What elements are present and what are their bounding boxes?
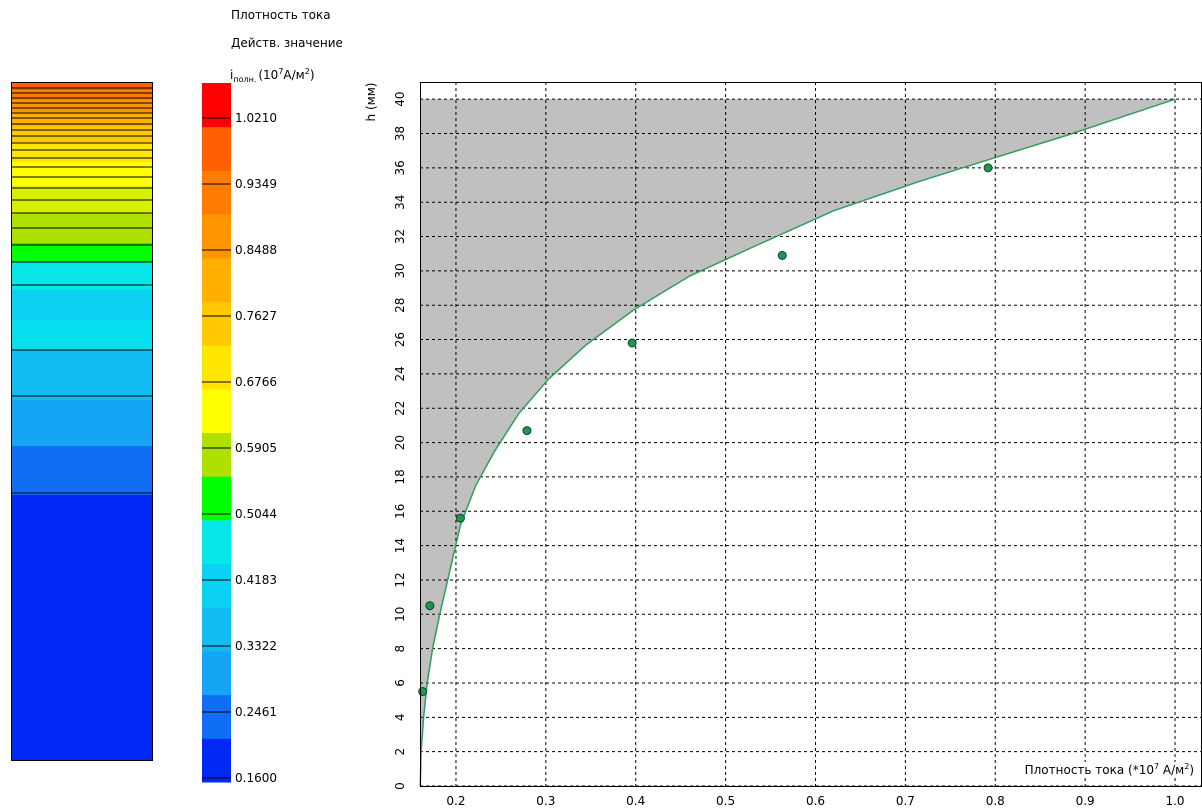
y-tick-label: 16	[393, 504, 407, 519]
data-point	[983, 163, 993, 173]
legend-title: Плотность тока	[231, 8, 331, 22]
y-axis-label: h (мм)	[364, 82, 378, 122]
y-tick-label: 4	[393, 713, 407, 721]
series-line	[419, 98, 1176, 787]
legend-color-band	[202, 257, 231, 302]
y-tick-label: 24	[393, 366, 407, 381]
x-tick-label: 0.9	[1076, 794, 1095, 808]
x-tick-label: 0.6	[806, 794, 825, 808]
y-tick-label: 26	[393, 332, 407, 347]
contour-band	[12, 350, 152, 400]
legend-color-band	[202, 738, 231, 783]
data-point	[455, 513, 465, 523]
legend-color-band	[202, 476, 231, 521]
legend-color-band	[202, 650, 231, 696]
contour-band	[12, 90, 152, 100]
legend-color-band	[202, 126, 231, 171]
legend-unit-label: iполн. (107A/м2)	[230, 67, 315, 84]
contour-bands	[12, 82, 152, 760]
legend-tick-label: 0.9349	[235, 177, 277, 191]
series-markers	[418, 163, 993, 697]
legend-color-band	[202, 170, 231, 215]
legend-color-band	[202, 388, 231, 433]
data-point	[418, 687, 428, 697]
x-tick-label: 0.5	[716, 794, 735, 808]
legend-color-band	[202, 345, 231, 390]
legend-color-band	[202, 301, 231, 346]
y-tick-label: 0	[393, 782, 407, 790]
x-tick-label: 1.0	[1165, 794, 1184, 808]
contour-band	[12, 112, 152, 126]
legend-color-band	[202, 83, 231, 128]
contour-band	[12, 446, 152, 495]
contour-border	[11, 82, 153, 761]
y-tick-label: 12	[393, 572, 407, 587]
legend-tick-label: 0.3322	[235, 639, 277, 653]
x-tick-label: 0.8	[986, 794, 1005, 808]
x-tick-label: 0.2	[446, 794, 465, 808]
y-tick-label: 2	[393, 748, 407, 756]
legend-color-band	[202, 607, 231, 652]
legend-tick-label: 0.7627	[235, 309, 277, 323]
legend-subtitle: Действ. значение	[231, 36, 343, 50]
y-tick-label: 10	[393, 607, 407, 622]
contour-band	[12, 400, 152, 446]
legend-color-bar	[202, 83, 231, 783]
data-point	[425, 601, 435, 611]
y-tick-label: 18	[393, 469, 407, 484]
legend-tick-label: 0.8488	[235, 243, 277, 257]
y-tick-label: 38	[393, 126, 407, 141]
data-point	[627, 338, 637, 348]
y-tick-label: 6	[393, 679, 407, 687]
contour-band	[12, 162, 152, 186]
legend-tick-label: 0.1600	[235, 771, 277, 785]
legend-color-band	[202, 519, 231, 565]
contour-band	[12, 82, 152, 90]
data-point	[522, 426, 532, 436]
legend-tick-label: 0.5044	[235, 507, 277, 521]
y-tick-label: 34	[393, 195, 407, 210]
y-tick-label: 8	[393, 645, 407, 653]
legend-tick-label: 0.2461	[235, 705, 277, 719]
y-tick-label: 22	[393, 401, 407, 416]
x-axis-ticks: 0.2 0.3 0.4 0.5 0.6 0.7 0.8 0.9 1.0	[446, 794, 1184, 808]
contour-band	[12, 495, 152, 760]
contour-band	[12, 320, 152, 350]
legend-tick-label: 0.6766	[235, 375, 277, 389]
contour-band	[12, 243, 152, 262]
legend-color-band	[202, 432, 231, 477]
x-axis-label: Плотность тока (*107 A/м2)	[1022, 762, 1196, 777]
legend-tick-label: 0.4183	[235, 573, 277, 587]
y-tick-label: 36	[393, 160, 407, 175]
x-tick-label: 0.7	[896, 794, 915, 808]
y-tick-label: 28	[393, 298, 407, 313]
y-tick-label: 20	[393, 435, 407, 450]
y-axis-label-box: h (мм)	[356, 72, 386, 132]
contour-band	[12, 142, 152, 162]
y-tick-label: 30	[393, 263, 407, 278]
contour-band	[12, 290, 152, 320]
x-tick-label: 0.3	[536, 794, 555, 808]
y-tick-label: 32	[393, 229, 407, 244]
legend-tick-label: 1.0210	[235, 111, 277, 125]
legend-color-band	[202, 563, 231, 608]
legend-color-band	[202, 694, 231, 739]
y-tick-label: 14	[393, 538, 407, 553]
plot-area: 0.2 0.3 0.4 0.5 0.6 0.7 0.8 0.9 1.0 024681012141…	[393, 82, 1202, 808]
legend-tick-label: 0.5905	[235, 441, 277, 455]
legend-ticks: 1.0210 0.9349 0.8488 0.7627 0.6766 0.5905 0.50…	[202, 111, 277, 785]
x-tick-label: 0.4	[626, 794, 645, 808]
y-tick-label: 40	[393, 92, 407, 107]
data-point	[777, 250, 787, 260]
legend-color-band	[202, 214, 231, 259]
